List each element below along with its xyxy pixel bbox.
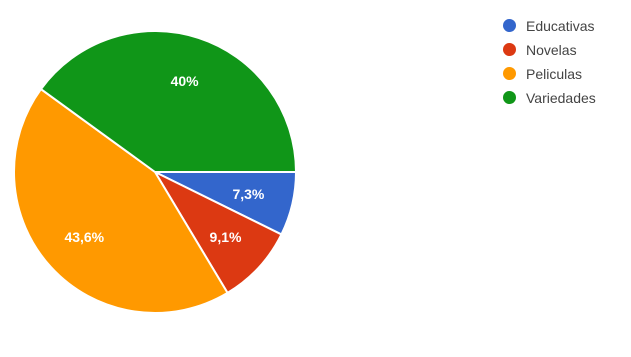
pie-slice-novelas [152,169,283,295]
legend-swatch-icon [503,67,516,80]
legend-swatch-icon [503,91,516,104]
legend-label: Peliculas [526,65,583,82]
legend-swatch-icon [503,43,516,56]
legend-item-novelas: Novelas [503,38,628,61]
pie-data-labels: 7,3% 9,1% 43,6% 40% [64,73,264,245]
legend-label: Novelas [526,41,577,58]
pie-slice-peliculas [13,87,229,314]
chart-legend: Educativas Novelas Peliculas Variedades [503,14,628,110]
legend-swatch-icon [503,19,516,32]
legend-item-educativas: Educativas [503,14,628,37]
pie-data-label-novelas: 9,1% [210,229,242,245]
pie-data-label-peliculas: 43,6% [64,229,104,245]
legend-item-peliculas: Peliculas [503,62,628,85]
legend-label: Variedades [526,89,596,106]
pie-slices [13,30,298,314]
legend-label: Educativas [526,17,595,34]
pie-data-label-educativas: 7,3% [232,186,264,202]
pie-slice-variedades [39,30,298,173]
pie-data-label-variedades: 40% [171,73,200,89]
legend-item-variedades: Variedades [503,86,628,109]
